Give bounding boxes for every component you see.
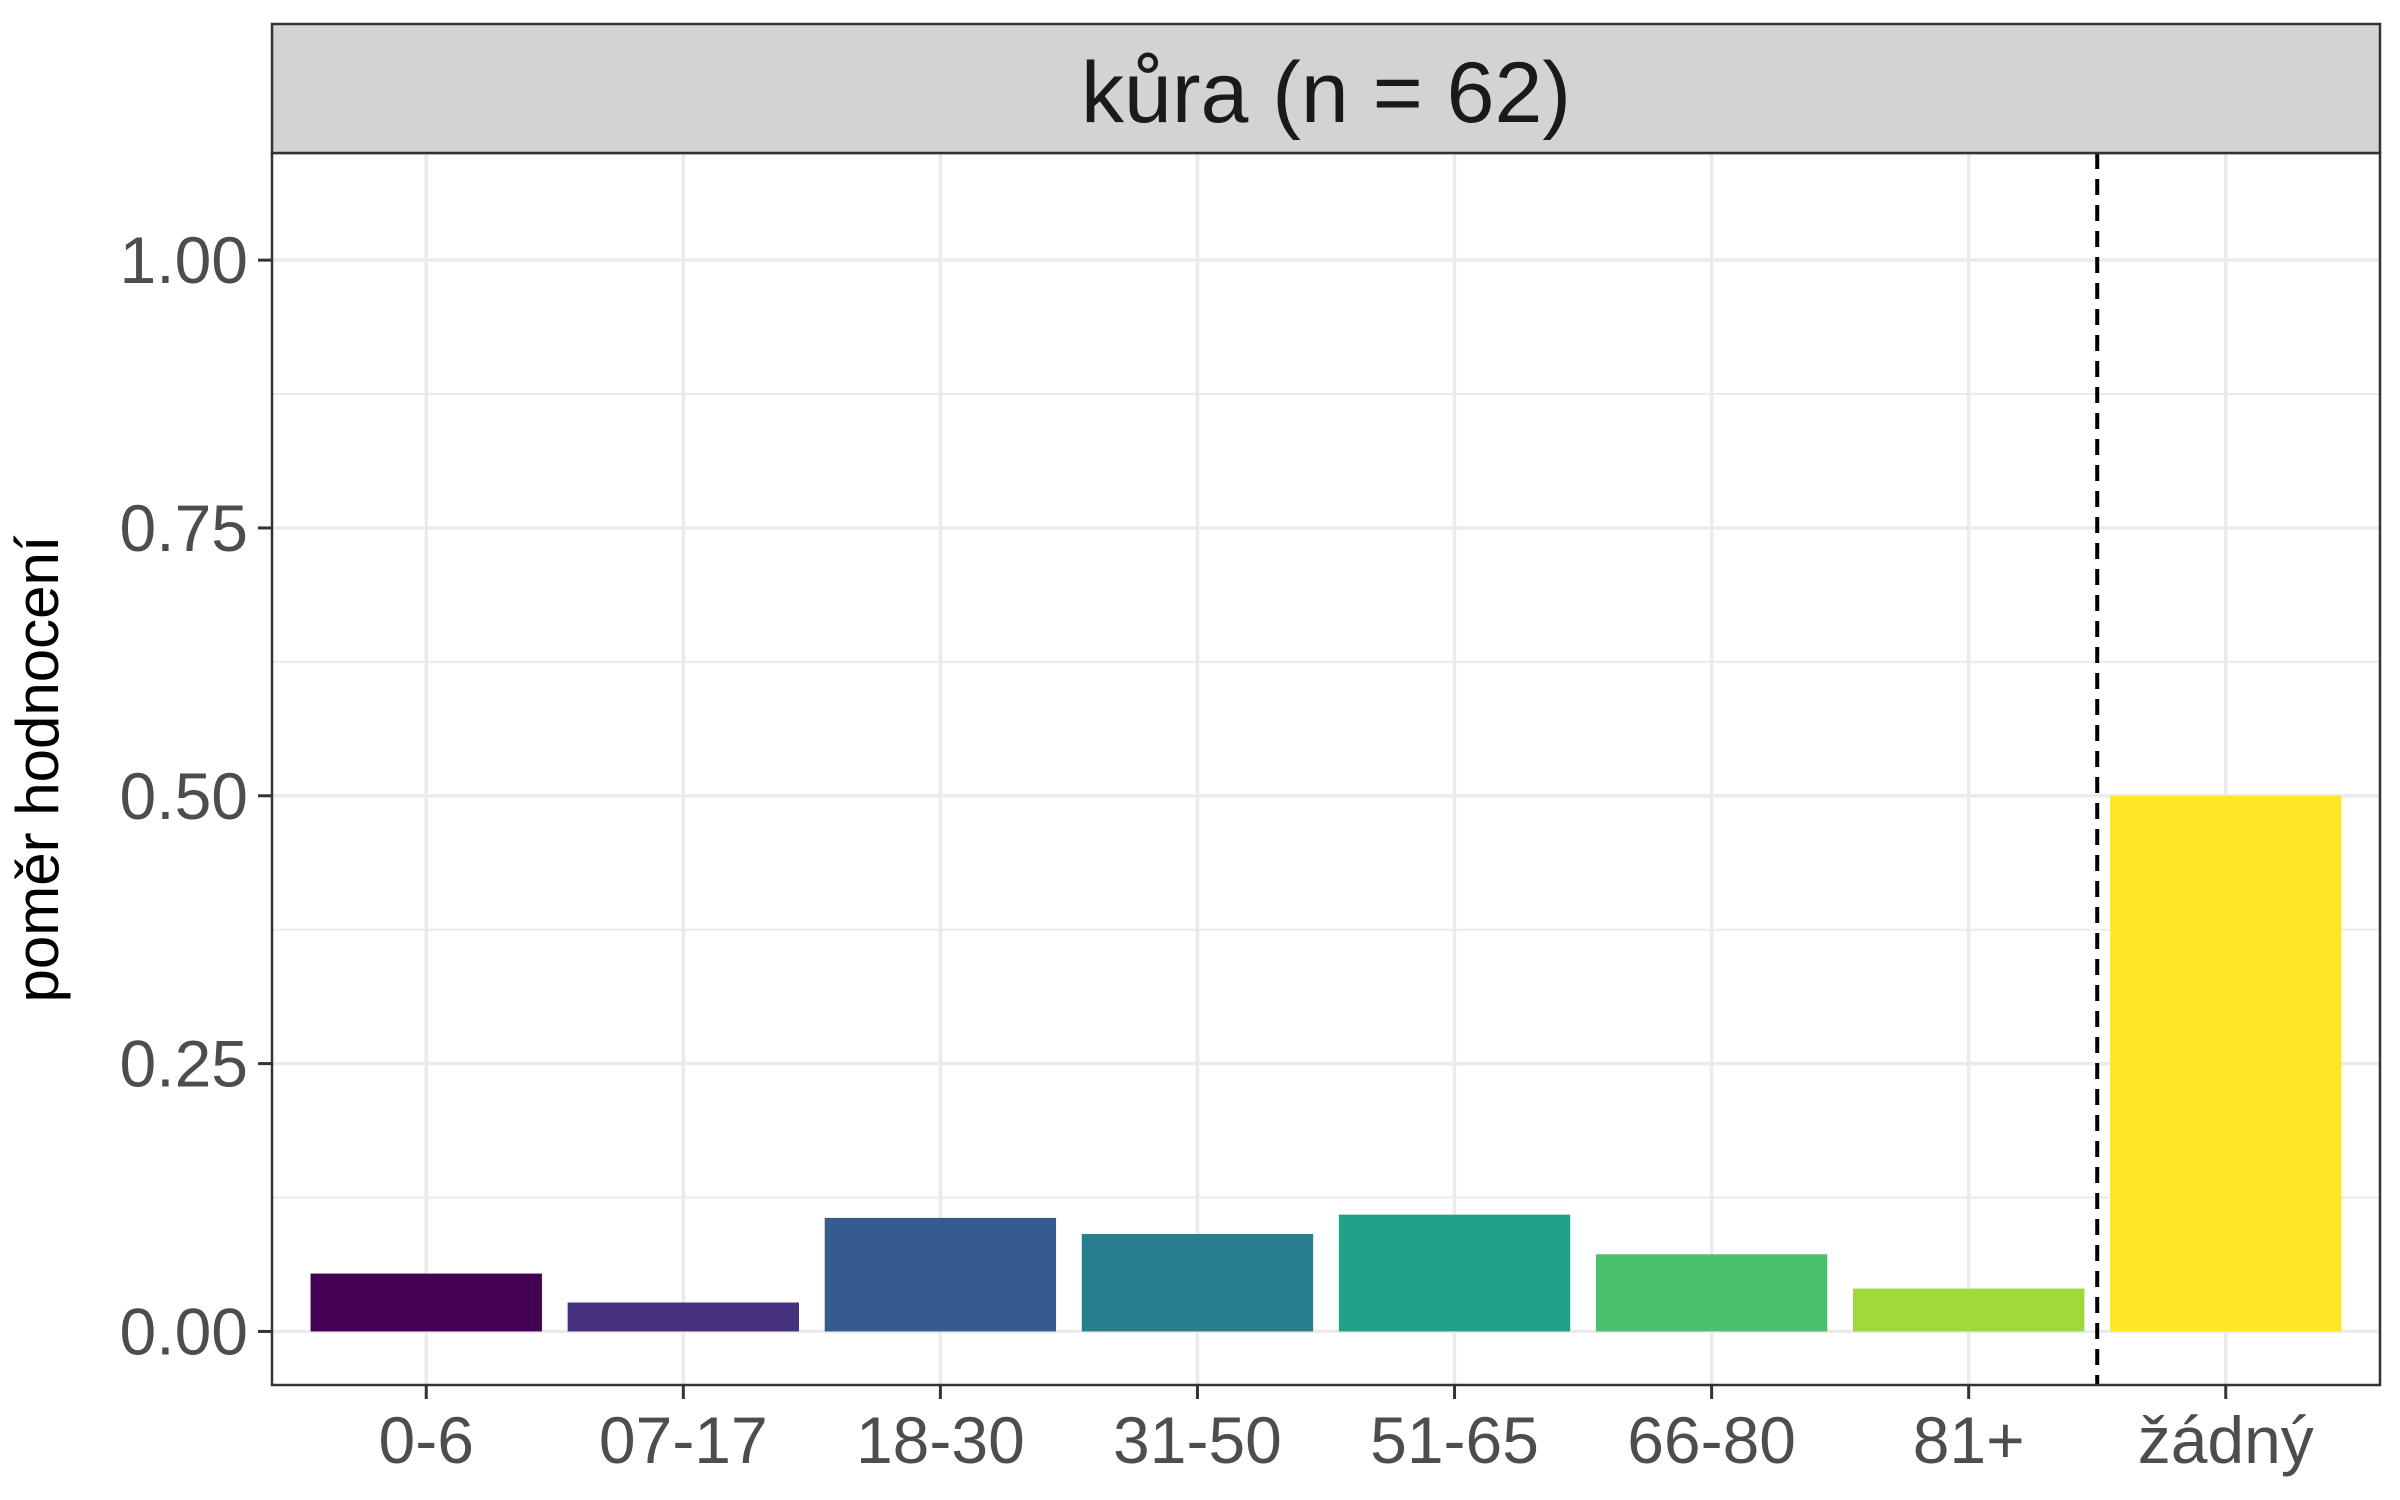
y-tick-label: 0.50 [120,759,248,833]
bar-0-6 [310,1273,542,1332]
y-tick-label: 0.00 [120,1294,248,1368]
x-tick-label: 31-50 [1113,1403,1282,1477]
plot-panel [272,153,2380,1385]
x-axis: 0-6 07-17 18-30 31-50 51-65 66-80 81+ žádný [379,1385,2314,1477]
y-axis-title: poměr hodnocení [4,535,71,1002]
y-tick-label: 1.00 [120,223,248,297]
bar-66-80 [1595,1254,1828,1332]
y-tick-label: 0.75 [120,491,248,565]
x-tick-label: 66-80 [1627,1403,1796,1477]
y-tick-label: 0.25 [120,1027,248,1101]
x-tick-label: 51-65 [1370,1403,1539,1477]
x-tick-label: žádný [2138,1403,2314,1477]
bar-51-65 [1338,1214,1571,1332]
bar-18-30 [824,1217,1057,1332]
bar-07-17 [567,1302,799,1332]
x-tick-label: 07-17 [599,1403,768,1477]
bars [310,795,2342,1332]
x-tick-label: 18-30 [856,1403,1025,1477]
x-tick-label: 0-6 [379,1403,474,1477]
bar-81+ [1853,1288,2085,1332]
facet-strip [270,22,2382,155]
bar-31-50 [1081,1233,1314,1332]
bar-žádný [2110,795,2342,1332]
chart-title: kůra (n = 62) [1081,45,1571,141]
x-tick-label: 81+ [1913,1403,2025,1477]
grid-lines [272,153,2380,1385]
y-axis: 0.00 0.25 0.50 0.75 1.00 [120,223,272,1368]
